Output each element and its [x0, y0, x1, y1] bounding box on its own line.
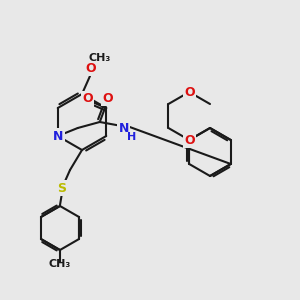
Text: O: O: [184, 134, 194, 146]
Text: N: N: [118, 122, 129, 134]
Text: S: S: [58, 182, 67, 194]
Text: O: O: [82, 92, 93, 106]
Text: O: O: [86, 61, 96, 74]
Text: O: O: [184, 85, 194, 98]
Text: H: H: [127, 132, 136, 142]
Text: N: N: [52, 130, 63, 142]
Text: CH₃: CH₃: [89, 53, 111, 63]
Text: CH₃: CH₃: [49, 259, 71, 269]
Text: O: O: [102, 92, 113, 104]
